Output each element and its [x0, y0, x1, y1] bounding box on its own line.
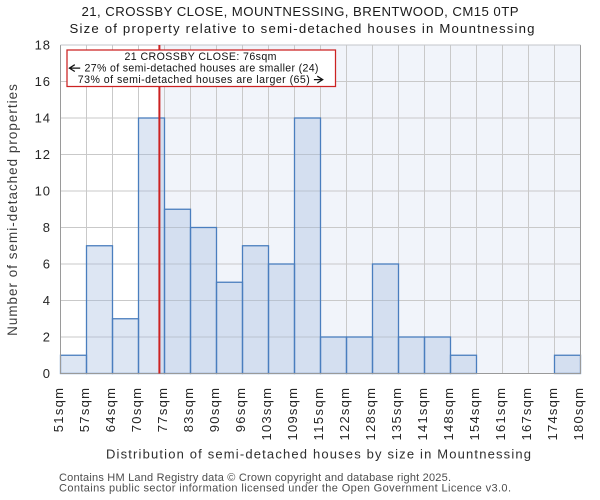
svg-text:115sqm: 115sqm: [311, 388, 326, 441]
svg-text:73% of semi-detached houses ar: 73% of semi-detached houses are larger (…: [78, 74, 310, 86]
svg-text:27% of semi-detached houses ar: 27% of semi-detached houses are smaller …: [85, 63, 319, 75]
svg-text:12: 12: [35, 147, 50, 162]
svg-text:109sqm: 109sqm: [285, 388, 300, 441]
svg-text:141sqm: 141sqm: [415, 388, 430, 441]
svg-text:90sqm: 90sqm: [207, 388, 222, 432]
svg-text:14: 14: [35, 111, 50, 126]
svg-text:128sqm: 128sqm: [363, 388, 378, 441]
svg-text:Contains public sector informa: Contains public sector information licen…: [59, 483, 511, 495]
svg-text:77sqm: 77sqm: [155, 388, 170, 432]
svg-text:21 CROSSBY CLOSE: 76sqm: 21 CROSSBY CLOSE: 76sqm: [125, 51, 277, 63]
svg-text:Distribution of semi-detached: Distribution of semi-detached houses by …: [106, 447, 531, 462]
svg-text:174sqm: 174sqm: [545, 388, 560, 441]
svg-text:18: 18: [35, 38, 50, 53]
svg-text:51sqm: 51sqm: [51, 388, 66, 432]
svg-text:10: 10: [35, 184, 50, 199]
svg-text:122sqm: 122sqm: [337, 388, 352, 441]
svg-text:154sqm: 154sqm: [467, 388, 482, 441]
svg-text:Size of property relative to s: Size of property relative to semi-detach…: [70, 21, 535, 36]
svg-text:2: 2: [43, 330, 50, 345]
svg-text:6: 6: [43, 257, 50, 272]
svg-text:180sqm: 180sqm: [571, 388, 586, 441]
svg-text:96sqm: 96sqm: [233, 388, 248, 432]
svg-text:8: 8: [43, 220, 50, 235]
svg-text:Contains HM Land Registry data: Contains HM Land Registry data © Crown c…: [59, 472, 451, 484]
svg-text:161sqm: 161sqm: [493, 388, 508, 441]
svg-text:0: 0: [43, 366, 50, 381]
svg-text:4: 4: [43, 293, 50, 308]
svg-text:83sqm: 83sqm: [181, 388, 196, 432]
svg-text:148sqm: 148sqm: [441, 388, 456, 441]
svg-text:21, CROSSBY CLOSE, MOUNTNESSIN: 21, CROSSBY CLOSE, MOUNTNESSING, BRENTWO…: [82, 4, 519, 19]
svg-text:57sqm: 57sqm: [77, 388, 92, 432]
svg-text:Number of semi-detached proper: Number of semi-detached properties: [5, 84, 20, 336]
svg-text:167sqm: 167sqm: [519, 388, 534, 441]
svg-text:70sqm: 70sqm: [129, 388, 144, 432]
svg-text:103sqm: 103sqm: [259, 388, 274, 441]
svg-text:16: 16: [35, 74, 50, 89]
svg-text:64sqm: 64sqm: [103, 388, 118, 432]
svg-text:135sqm: 135sqm: [389, 388, 404, 441]
